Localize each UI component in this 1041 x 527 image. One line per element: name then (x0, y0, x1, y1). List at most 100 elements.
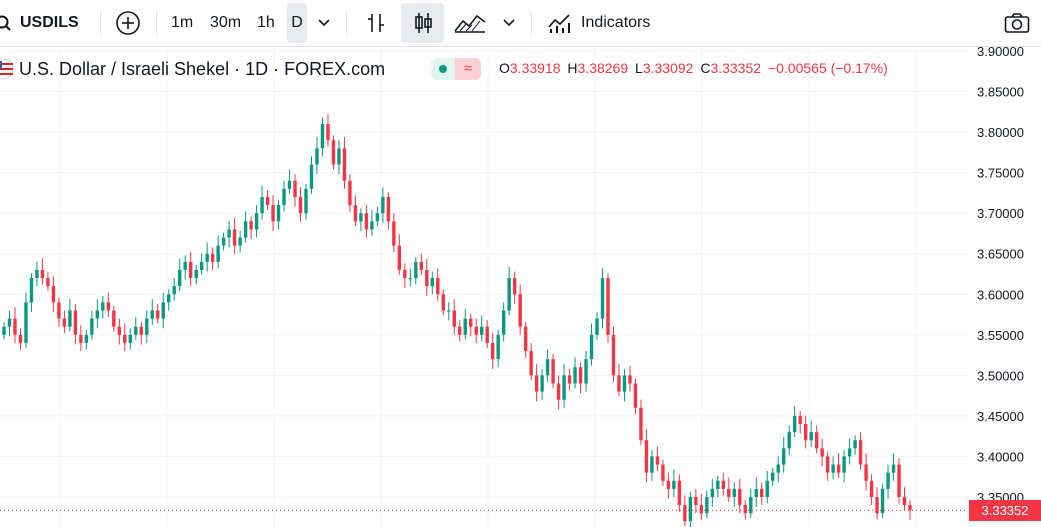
screenshot-button[interactable] (1002, 3, 1032, 43)
candle-body (600, 278, 605, 319)
timeframe-1m[interactable]: 1m (171, 14, 194, 31)
search-icon (0, 15, 11, 31)
candle-body (749, 497, 753, 514)
candle-body (463, 318, 467, 335)
candle-body (875, 497, 879, 514)
candle-body (688, 497, 693, 522)
price-axis-label: 3.90000 (977, 46, 1024, 59)
candle-body (106, 302, 111, 311)
candle-body (776, 464, 780, 473)
high-value: 3.38269 (577, 60, 629, 76)
candle-body (743, 505, 747, 514)
candle-body (265, 196, 270, 206)
indicators-button[interactable]: Indicators (547, 0, 650, 46)
candle-body (705, 497, 709, 514)
candle-body (425, 269, 429, 287)
price-chart[interactable]: 3.90000 3.85000 3.80000 3.75000 3.70000 3.650… (0, 46, 1041, 527)
candle-body (403, 269, 407, 279)
candle-body (254, 213, 259, 230)
bars-style-button[interactable] (362, 3, 390, 43)
candle-body (677, 480, 682, 506)
chevron-down-icon (503, 19, 515, 27)
candle-body (183, 261, 187, 270)
candle-body (458, 326, 462, 335)
candle-body (128, 334, 132, 343)
candle-body (210, 253, 215, 262)
candle-body (243, 221, 248, 238)
series-legend: U.S. Dollar / Israeli Shekel · 1D · FORE… (0, 52, 385, 86)
candle-body (523, 326, 528, 352)
symbol-search[interactable]: USDILS (0, 0, 79, 46)
area-chart-icon (454, 14, 486, 33)
candle-body (287, 180, 292, 189)
candle-body (139, 326, 143, 335)
compare-symbol-button[interactable] (114, 3, 142, 43)
price-axis-label: 3.45000 (977, 409, 1024, 424)
series-title: U.S. Dollar / Israeli Shekel · 1D · FORE… (19, 58, 386, 79)
candle-body (551, 359, 555, 384)
candle-body (178, 269, 182, 287)
candle-body (699, 505, 704, 514)
candle-body (430, 278, 434, 287)
candle-body (578, 367, 583, 384)
chart-style-dropdown[interactable] (499, 3, 519, 43)
area-style-button[interactable] (452, 3, 488, 43)
candle-body (847, 448, 852, 457)
candle-body (156, 310, 160, 319)
candle-body (611, 334, 616, 376)
candle-body (315, 148, 319, 165)
candle-body (227, 229, 231, 238)
candle-body (101, 302, 105, 311)
timeframe-1h[interactable]: 1h (257, 14, 275, 31)
candle-body (540, 375, 544, 392)
candle-body (512, 278, 517, 295)
candle-body (353, 205, 358, 222)
candle-body (628, 375, 632, 384)
candle-body (232, 229, 237, 246)
timeframe-d[interactable]: D (287, 3, 307, 43)
candle-body (710, 488, 715, 497)
indicators-label: Indicators (581, 14, 651, 31)
candle-body (447, 310, 451, 312)
candle-body (595, 318, 599, 335)
candle-body (814, 432, 819, 449)
candle-body (518, 294, 522, 327)
candle-body (672, 480, 676, 489)
candle-body (123, 334, 127, 343)
timeframe-30m[interactable]: 30m (210, 14, 242, 31)
candle-body (869, 480, 874, 497)
candle-body (694, 497, 698, 506)
market-status-pill[interactable]: ≈ (431, 58, 481, 80)
candle-body (831, 464, 835, 473)
candle-body (117, 326, 122, 335)
close-value: 3.33352 (710, 60, 762, 76)
change-value: −0.00565 (−0.17%) (767, 60, 888, 76)
candle-body (480, 326, 484, 335)
price-axis-label: 3.50000 (977, 368, 1024, 383)
candle-body (474, 326, 478, 335)
candle-body (271, 205, 275, 222)
candle-body (562, 375, 566, 400)
price-axis-label: 3.70000 (977, 206, 1024, 221)
candle-body (721, 480, 726, 489)
candle-body (304, 188, 308, 214)
candle-body (348, 180, 352, 206)
candles-style-button[interactable] (401, 3, 444, 43)
candle-body (2, 326, 6, 335)
candle-body (375, 213, 380, 222)
timeframe-dropdown[interactable] (314, 3, 334, 43)
candle-body (727, 488, 731, 497)
candles-icon (414, 13, 432, 33)
candle-body (364, 213, 369, 230)
candle-body (825, 456, 830, 473)
candle-body (40, 269, 45, 279)
candle-body (293, 180, 297, 197)
candle-body (842, 456, 846, 473)
candle-body (666, 480, 671, 489)
candle-body (490, 342, 495, 360)
candle-body (167, 294, 171, 303)
candle-body (902, 497, 907, 506)
candle-body (172, 286, 176, 295)
candle-body (732, 488, 736, 497)
candle-body (337, 148, 341, 165)
